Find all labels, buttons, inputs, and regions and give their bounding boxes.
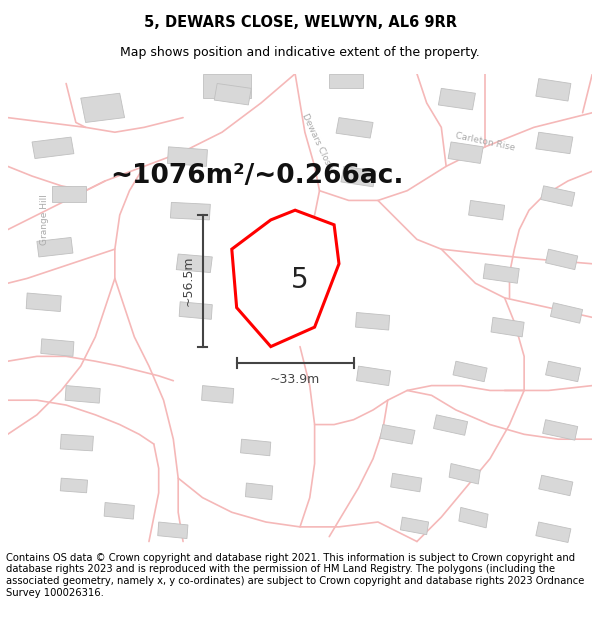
Polygon shape [536, 79, 571, 101]
Polygon shape [336, 118, 373, 138]
Polygon shape [65, 386, 100, 403]
Text: 5, DEWARS CLOSE, WELWYN, AL6 9RR: 5, DEWARS CLOSE, WELWYN, AL6 9RR [143, 15, 457, 30]
Polygon shape [542, 420, 578, 440]
Text: ~1076m²/~0.266ac.: ~1076m²/~0.266ac. [110, 163, 403, 189]
Polygon shape [491, 318, 524, 337]
Polygon shape [380, 424, 415, 444]
Polygon shape [179, 302, 212, 319]
Polygon shape [453, 361, 487, 382]
Text: 5: 5 [291, 266, 309, 294]
Polygon shape [167, 147, 208, 166]
Polygon shape [545, 361, 581, 382]
Text: ~33.9m: ~33.9m [270, 373, 320, 386]
Polygon shape [550, 302, 583, 323]
Text: Carleton Rise: Carleton Rise [455, 131, 516, 152]
Polygon shape [232, 210, 339, 347]
Polygon shape [356, 366, 391, 386]
Polygon shape [26, 293, 61, 311]
Polygon shape [60, 434, 94, 451]
Polygon shape [329, 74, 364, 88]
Text: Map shows position and indicative extent of the property.: Map shows position and indicative extent… [120, 46, 480, 59]
Polygon shape [536, 522, 571, 542]
Polygon shape [176, 254, 212, 272]
Polygon shape [400, 517, 428, 534]
Polygon shape [536, 132, 573, 154]
Polygon shape [541, 186, 575, 206]
Text: Dewars Close: Dewars Close [301, 112, 335, 172]
Polygon shape [203, 74, 251, 98]
Polygon shape [341, 166, 376, 187]
Polygon shape [104, 503, 134, 519]
Polygon shape [469, 201, 505, 220]
Polygon shape [545, 249, 578, 269]
Polygon shape [245, 483, 273, 499]
Polygon shape [356, 312, 389, 330]
Polygon shape [448, 142, 483, 163]
Text: Contains OS data © Crown copyright and database right 2021. This information is : Contains OS data © Crown copyright and d… [6, 552, 584, 598]
Polygon shape [158, 522, 188, 539]
Polygon shape [459, 508, 488, 528]
Text: ~56.5m: ~56.5m [182, 256, 195, 306]
Polygon shape [539, 475, 573, 496]
Polygon shape [81, 93, 125, 122]
Polygon shape [170, 202, 211, 220]
Polygon shape [241, 439, 271, 456]
Polygon shape [60, 478, 88, 492]
Text: Grange Hill: Grange Hill [40, 194, 49, 246]
Polygon shape [449, 464, 480, 484]
Polygon shape [214, 84, 251, 105]
Polygon shape [391, 473, 422, 492]
Polygon shape [37, 238, 73, 257]
Polygon shape [202, 386, 234, 403]
Polygon shape [483, 264, 519, 283]
Polygon shape [439, 88, 475, 110]
Polygon shape [52, 186, 86, 202]
Polygon shape [434, 415, 467, 435]
Polygon shape [41, 339, 74, 356]
Polygon shape [32, 137, 74, 159]
